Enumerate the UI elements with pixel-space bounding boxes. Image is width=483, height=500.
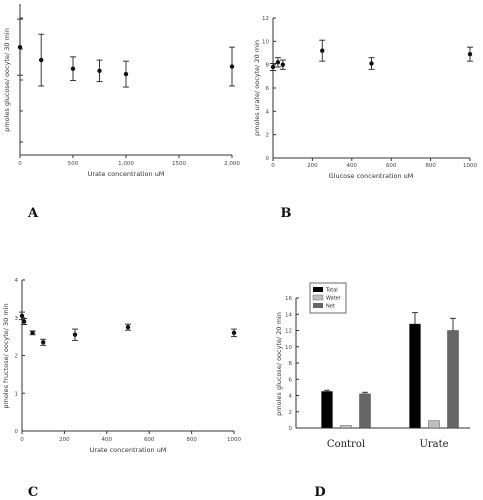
panel-b-y-tick-label: 0	[266, 156, 270, 162]
bar-total	[409, 323, 421, 429]
panel-b-x-tick-label: 800	[425, 163, 436, 169]
panel-c-x-tick-label: 400	[102, 437, 113, 443]
panel-d-y-tick-label: 2	[289, 410, 293, 416]
bar-net	[359, 393, 371, 429]
panel-c-y-tick-label: 1	[15, 391, 19, 397]
data-point	[21, 319, 27, 324]
panel-d-y-axis-label: pmoles glucose/ oocyte/ 20 min	[275, 312, 283, 416]
panel-c-y-tick-label: 4	[15, 278, 19, 284]
panel-a-marks	[17, 18, 235, 88]
data-point	[231, 330, 237, 336]
panel-b: 0 200 400 600 800 1000 0 2 4 6 8 10 12 G…	[253, 16, 477, 180]
legend-label-total: Total	[325, 288, 338, 294]
data-point	[41, 340, 46, 345]
panel-c-y-tick-label: 2	[15, 354, 19, 360]
panel-c-marks	[19, 311, 237, 346]
data-point	[30, 330, 35, 336]
panel-d-y-tick-label: 8	[289, 361, 293, 367]
panel-b-x-tick-label: 200	[307, 163, 318, 169]
data-point	[70, 66, 76, 71]
bar-total	[321, 391, 333, 429]
panel-c-x-tick-label: 200	[59, 437, 70, 443]
panel-letter-c: C	[28, 485, 38, 500]
panel-d-y-tick-label: 16	[285, 296, 292, 302]
panel-d-y-tick-label: 14	[285, 312, 292, 318]
panel-letter-b: B	[281, 206, 292, 221]
legend-swatch-total	[313, 287, 323, 292]
panel-b-x-axis-label: Glucose concentration uM	[329, 172, 414, 180]
data-point	[320, 48, 325, 53]
legend-label-water: Water	[326, 296, 342, 302]
panel-d-y-tick-label: 12	[285, 329, 292, 335]
panel-c-x-ticks	[21, 431, 235, 434]
panel-d-category-label: Control	[327, 439, 365, 450]
panel-c-x-tick-label: 0	[20, 437, 24, 443]
panel-b-x-tick-label: 1000	[463, 163, 477, 169]
legend-label-net: Net	[326, 304, 335, 310]
legend-swatch-net	[313, 303, 323, 308]
panel-c: 0 200 400 600 800 1000 0 1 2 3 4 Urate c…	[2, 278, 241, 454]
panel-c-y-tick-label: 0	[15, 429, 19, 435]
panel-b-y-tick-label: 8	[266, 63, 270, 69]
panel-d: 0 2 4 6 8 10 12 14 16 pmoles glucose/ oo…	[275, 282, 470, 450]
panel-a: 0 500 1,000 1500 2,000 Urate concentrati…	[3, 4, 240, 178]
panel-c-x-tick-label: 600	[144, 437, 155, 443]
data-point	[125, 324, 131, 330]
data-point	[467, 51, 473, 57]
panel-letter-d: D	[314, 485, 325, 500]
panel-d-y-tick-label: 10	[285, 345, 292, 351]
data-point	[275, 60, 281, 65]
panel-b-y-tick-label: 2	[266, 133, 270, 139]
panel-b-y-tick-label: 12	[262, 16, 269, 22]
panel-a-x-tick-label: 0	[18, 161, 22, 167]
panel-a-x-axis-label: Urate concentration uM	[88, 170, 165, 178]
panel-b-x-tick-label: 600	[386, 163, 397, 169]
panel-c-x-tick-label: 1000	[227, 437, 241, 443]
bar-net	[447, 330, 459, 429]
data-point	[17, 44, 23, 50]
panel-a-x-tick-label: 1500	[172, 161, 186, 167]
panel-b-x-ticks	[272, 158, 471, 161]
panel-d-legend: Total Water Net	[309, 282, 347, 314]
data-point	[280, 62, 286, 67]
data-point	[270, 64, 276, 70]
panel-b-y-tick-label: 6	[266, 86, 270, 92]
data-point	[39, 57, 44, 63]
panel-d-y-tick-label: 0	[289, 426, 293, 432]
bar-water	[340, 425, 352, 429]
panel-b-marks	[270, 39, 473, 71]
data-point	[97, 68, 102, 74]
panel-d-y-tick-label: 6	[289, 377, 293, 383]
legend-swatch-water	[312, 294, 324, 301]
panel-c-y-axis-label: pmoles fructose/ oocyte/ 30 min	[2, 303, 10, 408]
data-point	[72, 332, 78, 337]
panel-c-y-tick-label: 3	[15, 316, 19, 322]
panel-b-x-tick-label: 0	[271, 163, 275, 169]
panel-d-category-label: Urate	[419, 439, 448, 450]
panel-b-x-tick-label: 400	[347, 163, 358, 169]
panel-d-marks	[321, 312, 459, 429]
panel-b-y-tick-label: 4	[266, 109, 270, 115]
panel-c-x-tick-label: 800	[186, 437, 197, 443]
panel-a-y-axis-label: pmoles glucose/ oocyte/ 30 min	[3, 28, 11, 132]
data-point	[229, 64, 235, 69]
bar-water	[428, 420, 440, 429]
data-point	[369, 61, 374, 66]
panel-d-y-tick-label: 4	[289, 394, 293, 400]
panel-b-y-tick-label: 10	[262, 39, 269, 45]
data-point	[19, 313, 25, 319]
panel-b-y-axis-label: pmoles urate/ oocyte/ 20 min	[253, 40, 261, 136]
panel-letter-a: A	[27, 206, 39, 221]
panel-a-x-tick-label: 2,000	[224, 161, 240, 167]
panel-a-x-ticks	[19, 155, 233, 158]
panel-d-y-ticks	[296, 297, 299, 429]
data-point	[123, 71, 129, 77]
panel-a-x-tick-label: 500	[68, 161, 79, 167]
panel-c-x-axis-label: Urate concentration uM	[90, 446, 167, 454]
panel-a-x-tick-label: 1,000	[118, 161, 134, 167]
